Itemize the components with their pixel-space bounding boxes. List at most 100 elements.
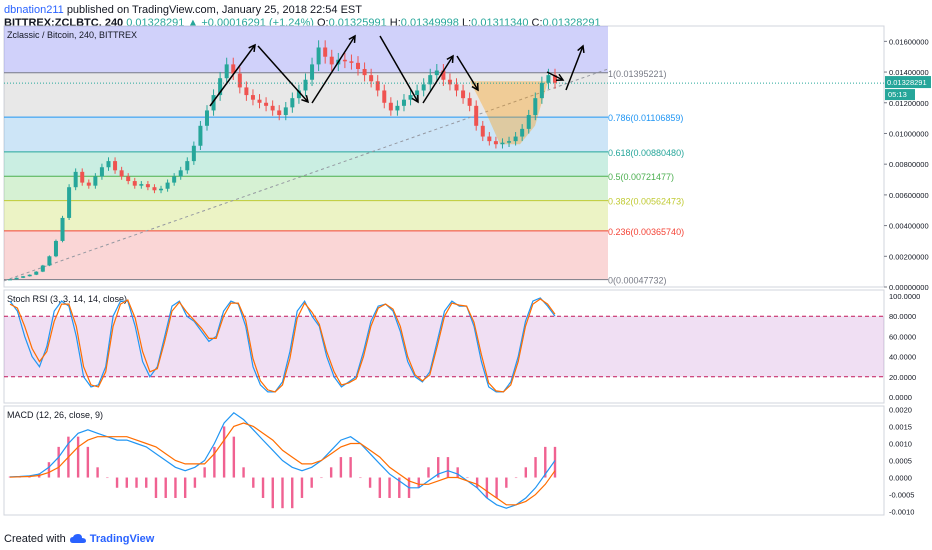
macd-histogram-bar <box>427 467 430 478</box>
macd-histogram-bar <box>368 477 372 488</box>
x-tick-label: 23 <box>874 519 882 520</box>
candle-body <box>93 176 98 186</box>
macd-histogram-bar <box>291 477 294 509</box>
high-label: H: <box>389 17 401 29</box>
x-tick-label: 18 <box>422 519 430 520</box>
candle-body <box>185 161 190 171</box>
candle-body <box>264 102 269 106</box>
candle-body <box>434 70 439 76</box>
macd-histogram-bar <box>57 446 60 478</box>
candle-body <box>86 182 91 186</box>
price-pane: 1(0.01395221) 0.786(0.01106859) 0.618(0.00… <box>3 25 931 292</box>
macd-histogram-bar <box>261 477 265 498</box>
macd-histogram-bar <box>398 477 401 498</box>
annotation-arrow-head <box>248 43 256 53</box>
candle-body <box>165 182 170 189</box>
author-link[interactable]: dbnation211 <box>4 4 64 16</box>
candle-body <box>99 167 104 177</box>
candle-body <box>349 61 354 63</box>
candle-body <box>14 277 19 280</box>
candle-body <box>401 99 406 106</box>
candle-body <box>447 79 452 85</box>
macd-histogram-bar <box>417 477 420 488</box>
chart-title: Zclassic / Bitcoin, 240, BITTREX <box>7 30 137 40</box>
annotation-arrow-line <box>379 35 419 103</box>
candle-body <box>526 115 531 129</box>
candle-body <box>250 95 255 100</box>
macd-histogram-bar <box>534 457 537 478</box>
candle-body <box>27 274 32 277</box>
macd-y-tick-label: 0.0020 <box>889 405 912 414</box>
macd-histogram-bar <box>135 477 138 488</box>
x-tick-label: 4 <box>196 519 200 520</box>
candle-body <box>113 161 118 171</box>
macd-histogram-bar <box>252 477 255 488</box>
candle-body <box>487 136 492 142</box>
y-tick-label: 0.00400000 <box>889 222 929 231</box>
candle-body <box>53 240 58 257</box>
candle-body <box>172 176 177 183</box>
candle-body <box>507 141 512 143</box>
x-tick-label: 2018 <box>140 519 157 520</box>
publish-line: dbnation211 published on TradingView.com… <box>4 4 362 16</box>
fib-level-label: 0.382(0.00562473) <box>608 197 684 207</box>
candle-body <box>428 75 433 85</box>
close-label: C: <box>531 17 543 29</box>
macd-histogram-bar <box>183 477 187 498</box>
candle-body <box>21 276 26 278</box>
candle-body <box>369 75 374 82</box>
annotation-arrow-line <box>456 55 479 91</box>
annotation-arrow-head <box>471 82 479 92</box>
candle-body <box>375 81 380 91</box>
candle-body <box>132 181 137 186</box>
stoch-pane-frame <box>3 289 885 404</box>
time-axis: 25 28 2018 4 8 11 15 18 22 25 29 Feb 5 8 12 23 <box>30 519 882 520</box>
macd-y-tick-label: 0.0005 <box>889 457 912 466</box>
stoch-y-tick-label: 80.0000 <box>889 312 916 321</box>
x-tick-label: 25 <box>536 519 544 520</box>
candle-body <box>60 217 65 241</box>
candle-body <box>231 64 236 74</box>
candle-body <box>493 141 498 145</box>
y-tick-label: 0.01600000 <box>889 37 929 46</box>
tradingview-brand-link[interactable]: TradingView <box>89 533 155 545</box>
candle-body <box>40 265 45 272</box>
candle-body <box>34 271 39 275</box>
candle-body <box>382 90 387 103</box>
chart-canvas[interactable]: 1(0.01395221) 0.786(0.01106859) 0.618(0.00… <box>0 0 932 520</box>
candle-body <box>67 187 72 218</box>
macd-title: MACD (12, 26, close, 9) <box>7 410 103 420</box>
annotation-arrow-head <box>577 44 585 54</box>
macd-histogram-bar <box>154 477 158 498</box>
candle-body <box>277 110 282 116</box>
last-price-label: 0.01328291 <box>887 78 927 87</box>
macd-histogram-bar <box>466 477 469 479</box>
x-tick-label: 12 <box>834 519 842 520</box>
x-tick-label: 5 <box>716 519 720 520</box>
candle-body <box>290 98 295 108</box>
macd-histogram-bar <box>456 467 459 478</box>
annotation-arrow-line <box>422 55 454 104</box>
macd-histogram-bar <box>446 457 450 478</box>
macd-y-tick-label: -0.0010 <box>889 508 914 517</box>
x-tick-label: 8 <box>768 519 772 520</box>
candle-body <box>145 184 150 188</box>
y-tick-label: 0.00800000 <box>889 160 929 169</box>
candle-body <box>152 187 157 191</box>
stoch-title: Stoch RSI (3, 3, 14, 14, close) <box>7 294 127 304</box>
open-label: O: <box>316 17 329 29</box>
fib-zone-top <box>4 26 608 73</box>
candle-body <box>480 125 485 137</box>
macd-y-tick-label: 0.0015 <box>889 422 912 431</box>
fib-zone <box>4 200 608 231</box>
macd-histogram-bar <box>485 477 489 498</box>
macd-histogram-bar <box>281 477 284 509</box>
fib-level-label: 0.786(0.01106859) <box>608 113 683 123</box>
low-label: L: <box>461 17 472 29</box>
macd-histogram-bar <box>47 462 51 478</box>
candle-body <box>513 136 518 142</box>
x-tick-label: 22 <box>488 519 496 520</box>
macd-histogram-bar <box>164 477 167 498</box>
candle-body <box>296 90 301 99</box>
x-tick-label: Feb <box>649 519 663 520</box>
